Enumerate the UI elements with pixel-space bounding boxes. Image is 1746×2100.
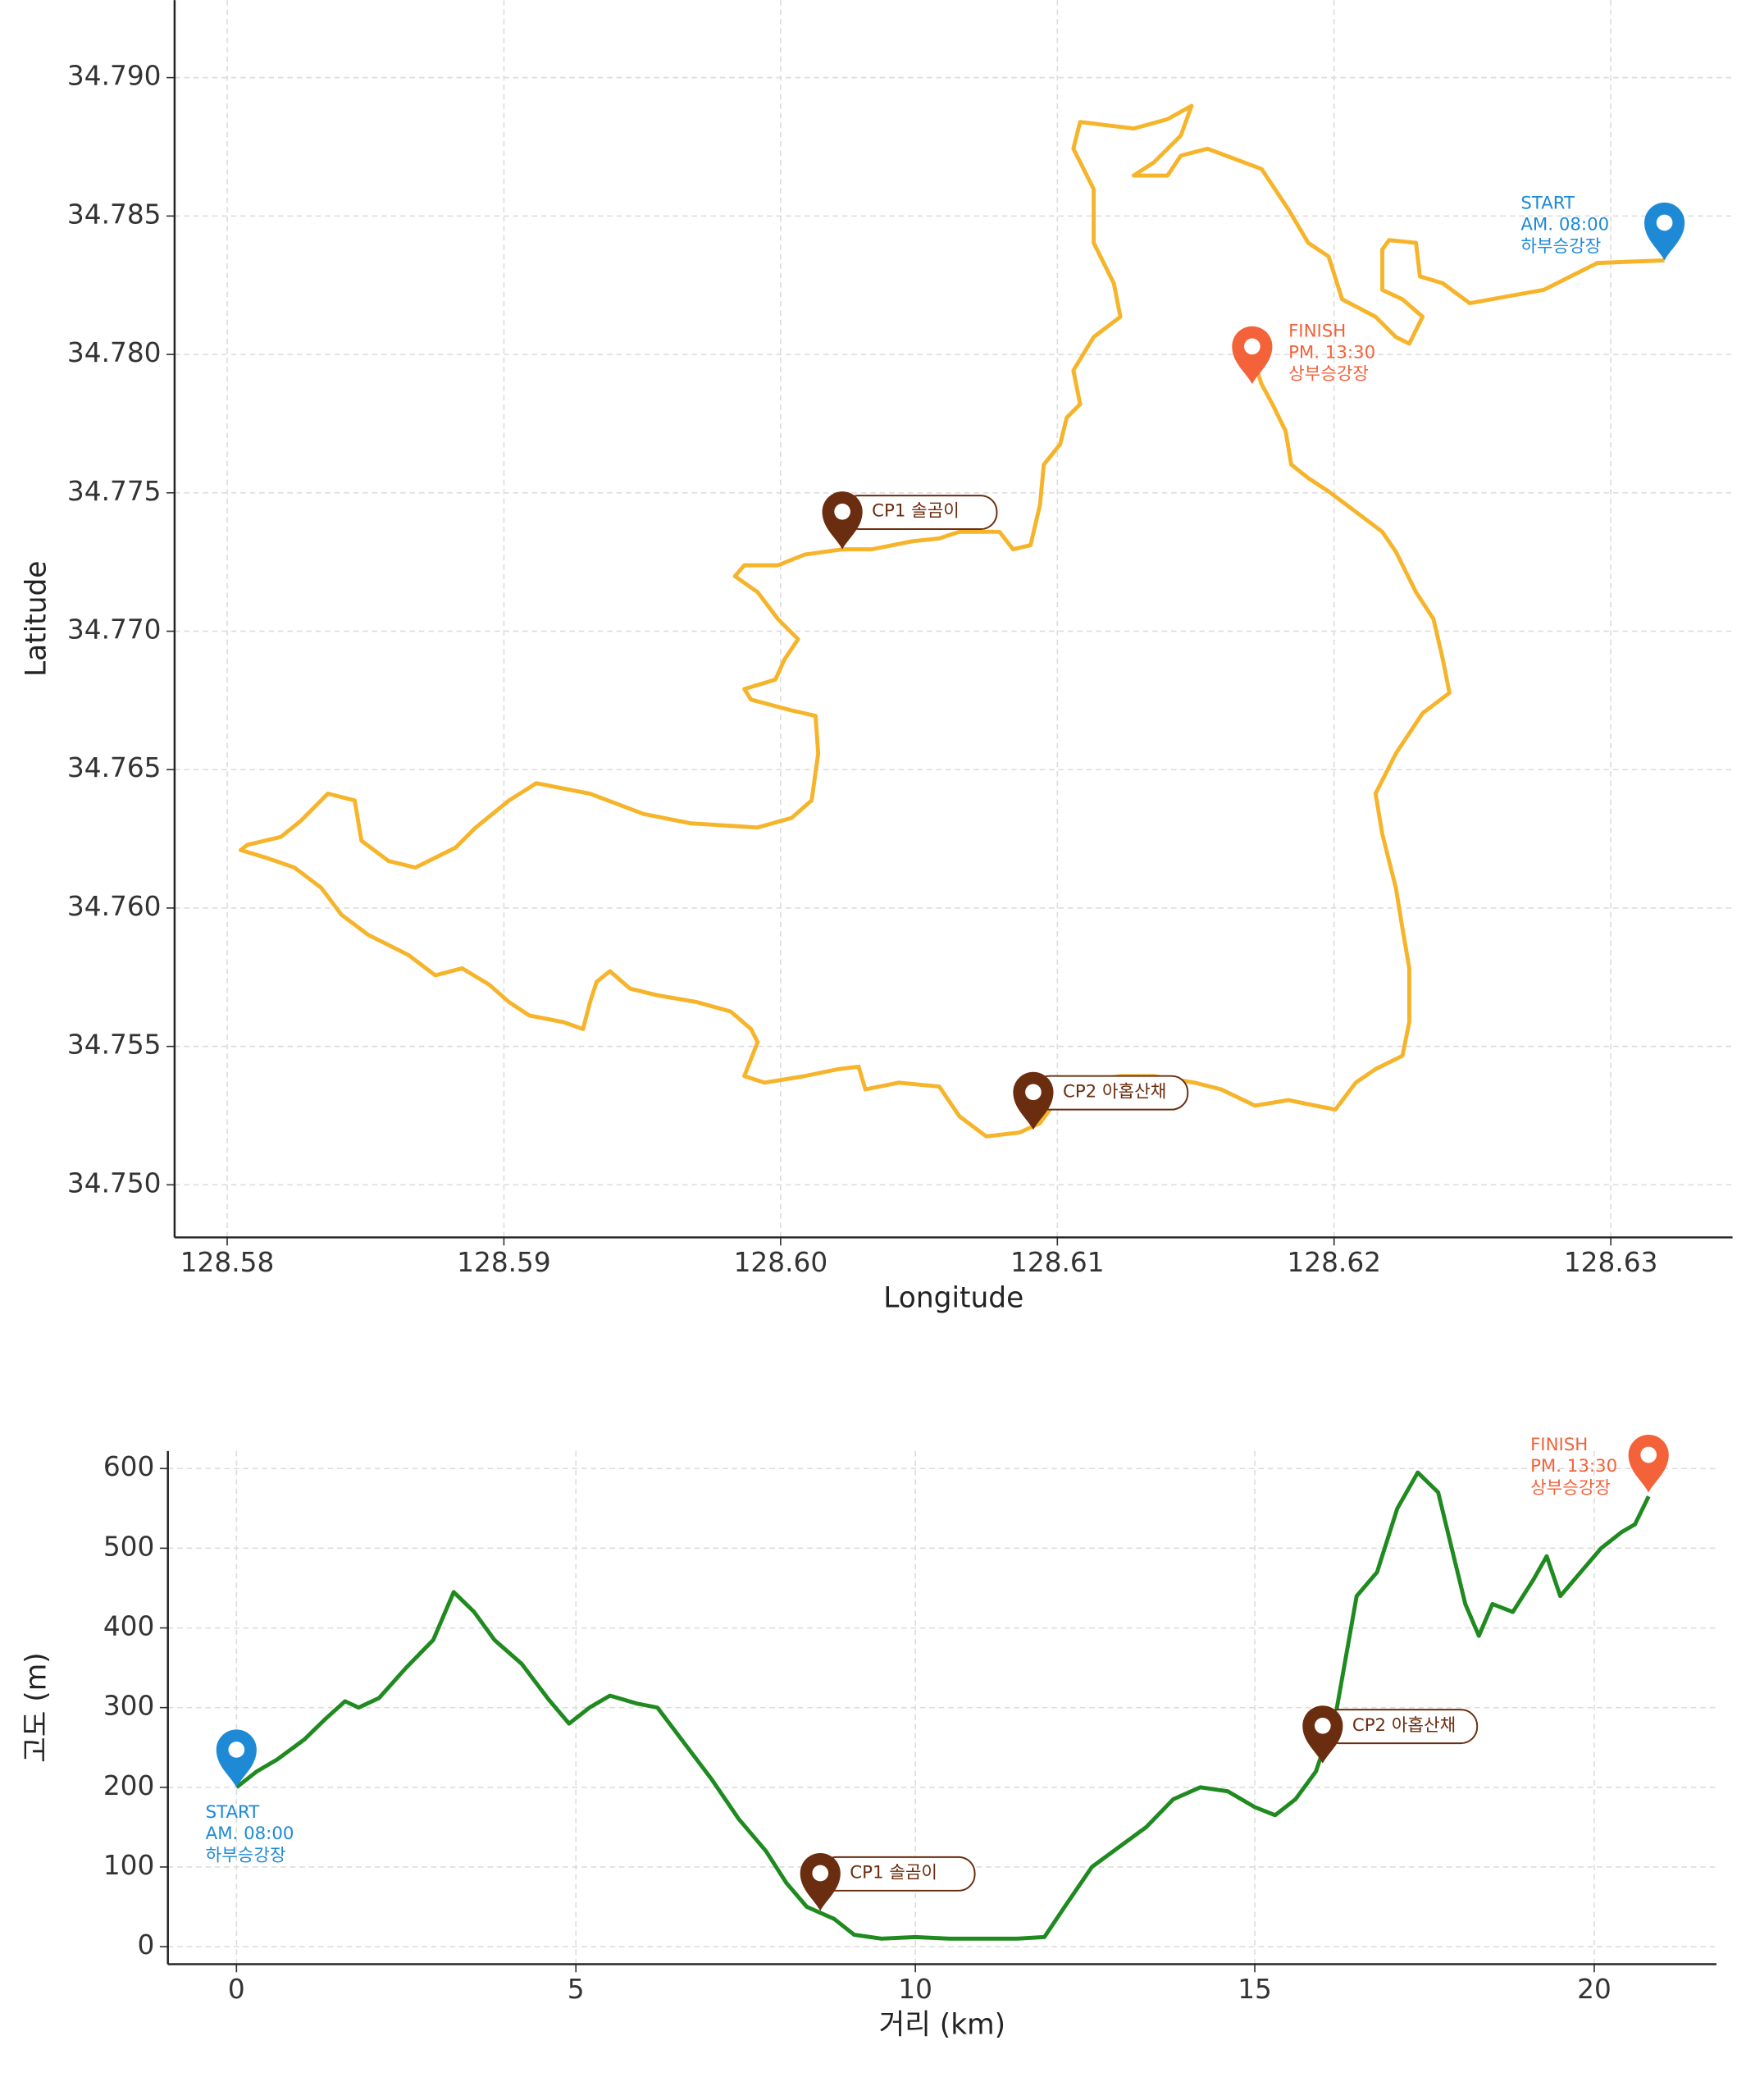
x-tick-label: 5 (568, 1974, 585, 2005)
x-tick-label: 128.60 (734, 1247, 828, 1278)
pin (216, 1729, 257, 1787)
pin-dot (812, 1865, 829, 1882)
pin-dot (1656, 214, 1673, 231)
annotation-text: CP1 솔곰이 (850, 1863, 937, 1883)
pin-dot (1244, 338, 1260, 355)
pin (822, 491, 863, 550)
annotation-text: CP2 아홉산채 (1063, 1081, 1166, 1102)
annotation-text: START (1520, 194, 1575, 214)
x-tick-label: 128.62 (1287, 1247, 1381, 1278)
pin-dot (834, 503, 850, 520)
elevation-line (235, 1470, 1651, 1941)
x-tick-label: 128.63 (1564, 1247, 1658, 1278)
y-tick-label: 34.760 (67, 891, 162, 922)
y-tick-label: 200 (103, 1770, 155, 1801)
pin-dot (1315, 1717, 1331, 1734)
y-tick-label: 34.780 (67, 337, 162, 368)
annotation-text: PM. 13:30 (1288, 342, 1375, 363)
x-tick-label: 10 (898, 1974, 932, 2005)
x-axis-label: 거리 (km) (879, 2008, 1005, 2041)
pin-dot (1640, 1446, 1657, 1463)
y-tick-label: 600 (103, 1451, 155, 1482)
x-tick-label: 15 (1238, 1974, 1272, 2005)
pin-dot (1025, 1084, 1042, 1101)
annotation-text: AM. 08:00 (206, 1824, 294, 1844)
annotation-text: PM. 13:30 (1530, 1456, 1617, 1477)
y-tick-label: 0 (137, 1929, 154, 1961)
annotation: CP1 솔곰이 (800, 1852, 976, 1911)
y-tick-label: 400 (103, 1611, 155, 1642)
annotation-text: CP1 솔곰이 (872, 501, 960, 522)
pin-dot (228, 1742, 245, 1758)
pin (1232, 326, 1273, 385)
x-tick-label: 128.58 (180, 1247, 275, 1278)
annotation-text: START (206, 1802, 261, 1823)
pin (1644, 202, 1685, 261)
x-tick-label: 20 (1577, 1974, 1612, 2005)
annotation: CP2 아홉산채 (1013, 1071, 1189, 1130)
annotation-text: 하부승강장 (206, 1845, 286, 1865)
annotation: CP1 솔곰이 (822, 491, 998, 550)
annotation-text: CP2 아홉산채 (1352, 1715, 1456, 1736)
y-axis-label: Latitude (20, 561, 52, 677)
y-tick-label: 300 (103, 1691, 155, 1722)
y-tick-label: 500 (103, 1531, 155, 1562)
annotation-text: 하부승강장 (1520, 236, 1601, 257)
pin (800, 1852, 841, 1911)
x-tick-label: 128.59 (457, 1247, 551, 1278)
y-tick-label: 34.755 (67, 1029, 162, 1061)
x-tick-label: 0 (228, 1974, 245, 2005)
y-tick-label: 34.750 (67, 1167, 162, 1198)
y-tick-label: 100 (103, 1850, 155, 1881)
y-tick-label: 34.775 (67, 476, 162, 507)
y-tick-label: 34.770 (67, 614, 162, 645)
annotation-text: 상부승강장 (1288, 364, 1369, 385)
route-line (239, 103, 1665, 1139)
y-tick-label: 34.765 (67, 752, 162, 783)
pin (1302, 1705, 1343, 1764)
x-axis-label: Longitude (883, 1281, 1023, 1314)
annotation-text: AM. 08:00 (1520, 215, 1609, 235)
y-axis-label: 고도 (m) (20, 1652, 52, 1762)
pin (1013, 1071, 1054, 1130)
annotation: CP2 아홉산채 (1302, 1705, 1479, 1764)
y-tick-label: 34.785 (67, 199, 162, 230)
y-tick-label: 34.790 (67, 61, 162, 92)
annotation-text: FINISH (1288, 321, 1346, 341)
annotation-text: 상부승강장 (1530, 1477, 1611, 1498)
x-tick-label: 128.61 (1010, 1247, 1105, 1278)
annotation-text: FINISH (1530, 1435, 1588, 1455)
pin (1628, 1434, 1669, 1493)
